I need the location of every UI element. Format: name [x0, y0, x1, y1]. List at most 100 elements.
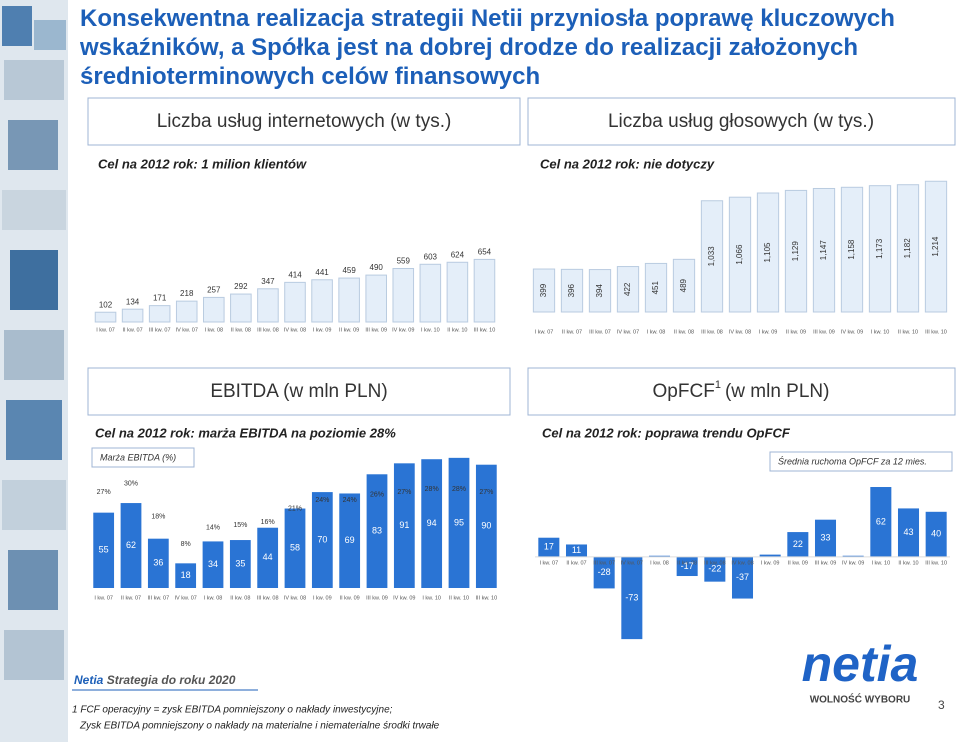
x-tick-label: II kw. 10 — [449, 595, 469, 601]
bar — [338, 277, 360, 323]
bar — [175, 563, 197, 588]
x-tick-label: II kw. 10 — [898, 560, 918, 566]
x-tick-label: III kw. 07 — [589, 329, 611, 335]
bar — [257, 527, 279, 588]
value-label: 83 — [372, 526, 382, 536]
photo-strip — [0, 0, 68, 742]
value-label: 17 — [544, 542, 554, 552]
x-tick-label: II kw. 07 — [121, 595, 141, 601]
value-label: 414 — [288, 270, 302, 279]
margin-label: 27% — [397, 489, 411, 496]
x-tick-label: III kw. 09 — [365, 327, 387, 333]
x-tick-label: I kw. 08 — [647, 329, 666, 335]
value-label: 90 — [481, 521, 491, 531]
x-tick-label: I kw. 07 — [535, 329, 554, 335]
x-tick-label: IV kw. 07 — [617, 329, 639, 335]
x-tick-label: I kw. 08 — [204, 327, 223, 333]
value-label: 1,129 — [791, 241, 800, 262]
x-tick-label: III kw. 07 — [593, 560, 615, 566]
chart-subtitle: Cel na 2012 rok: marża EBITDA na poziomi… — [95, 425, 396, 440]
x-tick-label: I kw. 10 — [871, 329, 890, 335]
bar — [175, 300, 198, 323]
bar — [121, 308, 144, 323]
x-tick-label: I kw. 09 — [313, 327, 332, 333]
value-label: 451 — [651, 280, 660, 294]
value-label: 559 — [397, 257, 411, 266]
bar — [784, 189, 808, 313]
bar — [787, 532, 809, 557]
bar — [94, 311, 117, 323]
value-label: 654 — [478, 248, 492, 257]
bar — [365, 274, 387, 323]
value-label: 62 — [126, 540, 136, 550]
value-label: 396 — [567, 283, 576, 297]
bar — [203, 296, 225, 323]
x-tick-label: II kw. 07 — [566, 560, 586, 566]
value-label: 1,033 — [707, 246, 716, 267]
x-tick-label: II kw. 08 — [230, 595, 250, 601]
margin-label: 8% — [181, 541, 191, 548]
x-tick-label: I kw. 08 — [650, 560, 669, 566]
value-label: -37 — [736, 572, 749, 582]
bar — [148, 305, 171, 323]
bar — [532, 268, 556, 313]
value-label: 40 — [931, 529, 941, 539]
x-tick-label: II kw. 09 — [340, 595, 360, 601]
x-tick-label: I kw. 08 — [204, 595, 223, 601]
x-tick-label: III kw. 09 — [366, 595, 388, 601]
x-tick-label: IV kw. 07 — [175, 595, 197, 601]
bar — [393, 463, 415, 588]
x-tick-label: IV kw. 09 — [393, 595, 415, 601]
value-label: 1,158 — [847, 239, 856, 260]
bar — [229, 540, 251, 588]
chart-title: Liczba usług głosowych (w tys.) — [608, 111, 874, 132]
header-box — [527, 367, 956, 416]
bar — [621, 556, 643, 640]
x-tick-label: IV kw. 08 — [284, 595, 306, 601]
value-label: 1,214 — [931, 236, 940, 257]
x-tick-label: IV kw. 07 — [621, 560, 643, 566]
value-label: 22 — [793, 539, 803, 549]
value-label: -22 — [708, 564, 721, 574]
logo-slogan: WOLNOŚĆ WYBORU — [810, 693, 911, 706]
x-tick-label: IV kw. 09 — [842, 560, 864, 566]
slide-title: Konsekwentna realizacja strategii Netii … — [80, 5, 895, 90]
x-tick-label: I kw. 10 — [422, 595, 441, 601]
bar — [616, 266, 640, 313]
bar — [700, 200, 724, 313]
x-tick-label: III kw. 08 — [701, 329, 723, 335]
bar — [756, 192, 780, 313]
x-tick-label: III kw. 10 — [474, 327, 496, 333]
value-label: 1,173 — [875, 238, 884, 259]
value-label: -73 — [625, 592, 638, 602]
footnote: 1 FCF operacyjny = zysk EBITDA pomniejsz… — [72, 705, 393, 716]
bar — [475, 464, 497, 588]
x-tick-label: II kw. 08 — [677, 560, 697, 566]
x-tick-label: III kw. 10 — [475, 595, 497, 601]
bar — [565, 544, 588, 557]
x-tick-label: IV kw. 09 — [841, 329, 863, 335]
bar — [704, 556, 726, 582]
x-tick-label: II kw. 10 — [898, 329, 918, 335]
value-label: 55 — [99, 545, 109, 555]
x-tick-label: IV kw. 07 — [176, 327, 198, 333]
bar — [120, 503, 142, 588]
value-label: 58 — [290, 543, 300, 553]
value-label: 70 — [317, 534, 327, 544]
value-label: 62 — [876, 516, 886, 526]
value-label: 490 — [370, 263, 384, 272]
chart-title: Liczba usług internetowych (w tys.) — [157, 111, 452, 132]
value-label: 95 — [454, 517, 464, 527]
bar — [896, 184, 920, 313]
x-tick-label: III kw. 07 — [149, 327, 171, 333]
chart-subtitle: Cel na 2012 rok: poprawa trendu OpFCF — [542, 425, 791, 440]
x-tick-label: III kw. 09 — [813, 329, 835, 335]
header-box — [527, 97, 956, 146]
value-label: 102 — [99, 300, 113, 309]
chart-title: OpFCF1 (w mln PLN) — [653, 379, 830, 402]
x-tick-label: III kw. 08 — [704, 560, 726, 566]
legend-label: Marża EBITDA (%) — [100, 452, 176, 462]
x-tick-label: IV kw. 08 — [284, 327, 306, 333]
x-tick-label: III kw. 08 — [257, 595, 279, 601]
